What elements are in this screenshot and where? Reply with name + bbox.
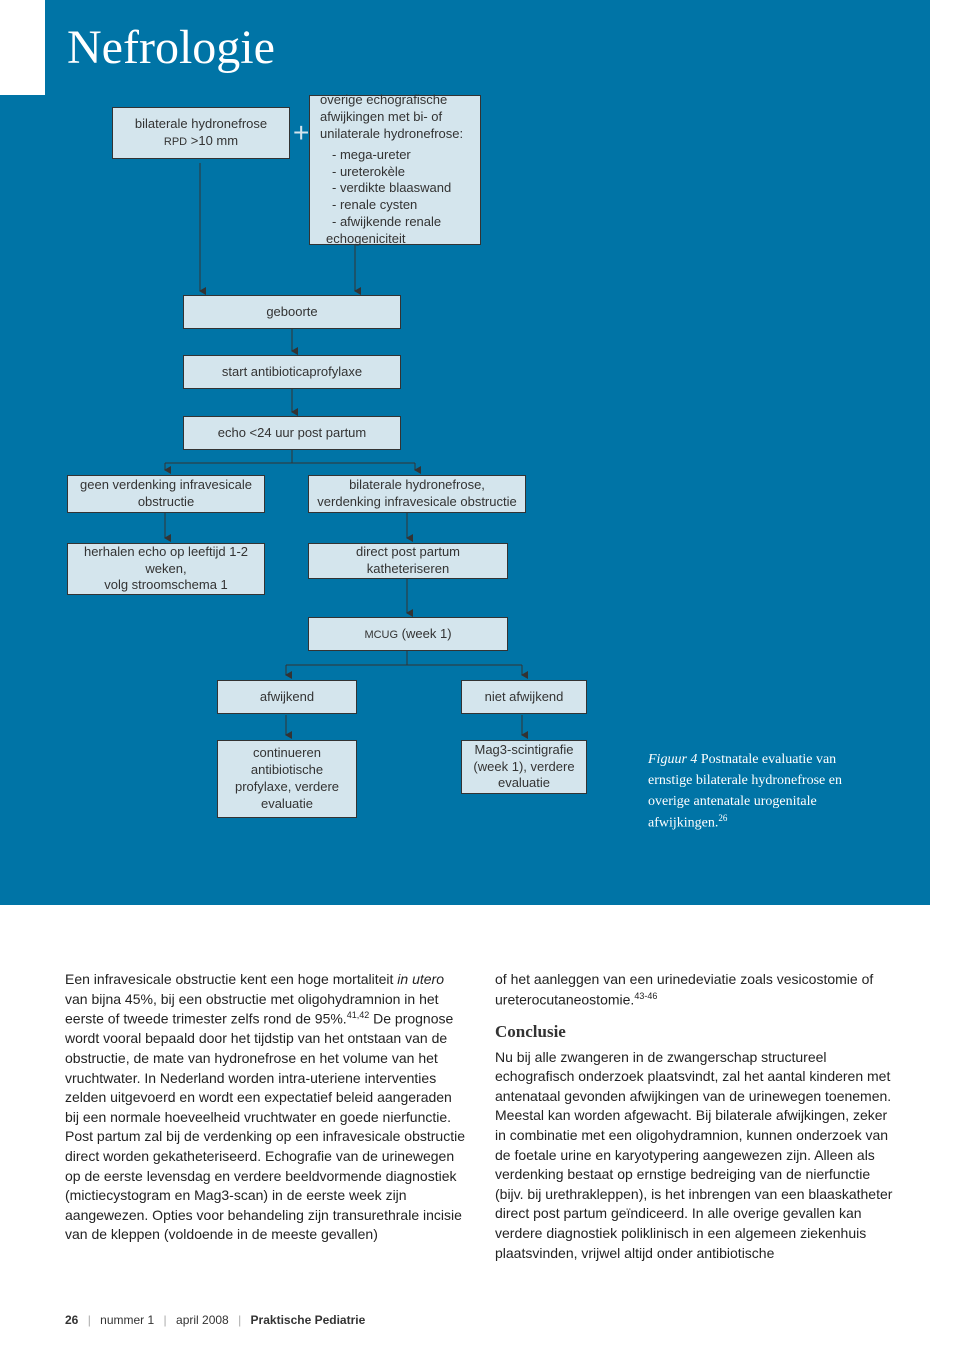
box2-list: mega-ureter ureterokèle verdikte blaaswa… bbox=[320, 147, 470, 248]
flowchart-region: bilaterale hydronefrose RPD >10 mm + ove… bbox=[0, 95, 930, 905]
figure-caption: Figuur 4 Postnatale evaluatie van ernsti… bbox=[648, 749, 848, 834]
box10-text: MCUG (week 1) bbox=[317, 626, 499, 643]
col1-paragraph: Een infravesicale obstructie kent een ho… bbox=[65, 970, 465, 1245]
flow-box-bilateral-hydronefrose: bilaterale hydronefrose RPD >10 mm bbox=[112, 107, 290, 159]
footer-sep: | bbox=[164, 1313, 167, 1327]
flow-box-antibiotica: start antibioticaprofylaxe bbox=[183, 355, 401, 389]
box1-line1: bilaterale hydronefrose bbox=[121, 116, 281, 133]
conclusion-heading: Conclusie bbox=[495, 1020, 895, 1044]
footer-sep: | bbox=[88, 1313, 91, 1327]
page-title: Nefrologie bbox=[45, 0, 930, 75]
box2-head: overige echografische afwijkingen met bi… bbox=[320, 92, 470, 143]
flow-box-overige-afwijkingen: overige echografische afwijkingen met bi… bbox=[309, 95, 481, 245]
figure-label: Figuur 4 bbox=[648, 752, 697, 767]
box2-item3: verdikte blaaswand bbox=[320, 180, 470, 197]
box2-item2: ureterokèle bbox=[320, 164, 470, 181]
footer-sep: | bbox=[238, 1313, 241, 1327]
body-text: Een infravesicale obstructie kent een ho… bbox=[0, 905, 960, 1293]
flow-box-geboorte: geboorte bbox=[183, 295, 401, 329]
col2-p2: Nu bij alle zwangeren in de zwangerschap… bbox=[495, 1048, 895, 1264]
flow-box-echo24: echo <24 uur post partum bbox=[183, 416, 401, 450]
box2-item1: mega-ureter bbox=[320, 147, 470, 164]
flow-box-continueren: continueren antibiotische profylaxe, ver… bbox=[217, 740, 357, 818]
column-right: of het aanleggen van een urinedeviatie z… bbox=[495, 970, 895, 1263]
flow-box-mcug: MCUG (week 1) bbox=[308, 617, 508, 651]
page-footer: 26 | nummer 1 | april 2008 | Praktische … bbox=[0, 1293, 960, 1347]
footer-date: april 2008 bbox=[176, 1313, 229, 1327]
box2-item5: afwijkende renale echogeniciteit bbox=[320, 214, 470, 248]
footer-issue: nummer 1 bbox=[100, 1313, 154, 1327]
column-left: Een infravesicale obstructie kent een ho… bbox=[65, 970, 465, 1263]
footer-journal: Praktische Pediatrie bbox=[251, 1313, 366, 1327]
footer-page: 26 bbox=[65, 1313, 78, 1327]
box1-line2: RPD >10 mm bbox=[121, 133, 281, 150]
flow-box-afwijkend: afwijkend bbox=[217, 680, 357, 714]
box8-line1: herhalen echo op leeftijd 1-2 weken, bbox=[76, 544, 256, 578]
flow-box-verdenking: bilaterale hydronefrose, verdenking infr… bbox=[308, 475, 526, 513]
box2-item4: renale cysten bbox=[320, 197, 470, 214]
flow-box-niet-afwijkend: niet afwijkend bbox=[461, 680, 587, 714]
flow-box-geen-verdenking: geen verdenking infravesicale obstructie bbox=[67, 475, 265, 513]
flow-box-mag3: Mag3-scintigrafie (week 1), verdere eval… bbox=[461, 740, 587, 794]
box8-line2: volg stroomschema 1 bbox=[76, 577, 256, 594]
page-header: Nefrologie bbox=[45, 0, 930, 95]
flow-box-herhalen-echo: herhalen echo op leeftijd 1-2 weken, vol… bbox=[67, 543, 265, 595]
plus-icon: + bbox=[293, 117, 309, 149]
flow-box-katheteriseren: direct post partum katheteriseren bbox=[308, 543, 508, 579]
figure-caption-ref: 26 bbox=[718, 813, 727, 823]
col2-p1: of het aanleggen van een urinedeviatie z… bbox=[495, 970, 895, 1010]
